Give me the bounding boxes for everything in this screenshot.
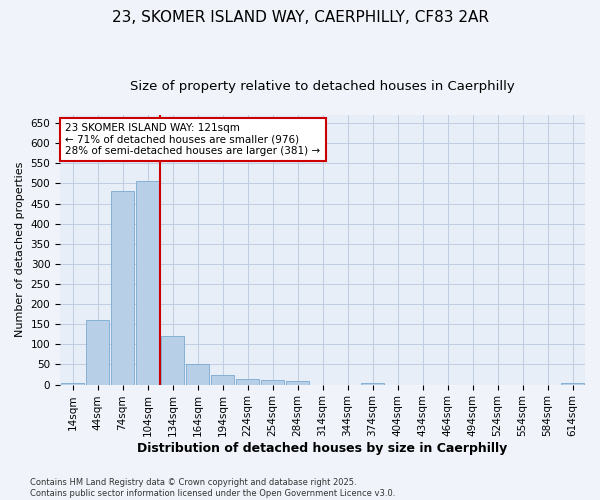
Bar [161,336,184,384]
Text: 23, SKOMER ISLAND WAY, CAERPHILLY, CF83 2AR: 23, SKOMER ISLAND WAY, CAERPHILLY, CF83 … [112,10,488,25]
Bar [286,382,309,384]
Bar [561,383,584,384]
Bar [261,380,284,384]
Y-axis label: Number of detached properties: Number of detached properties [15,162,25,338]
Title: Size of property relative to detached houses in Caerphilly: Size of property relative to detached ho… [130,80,515,93]
Bar [136,180,159,384]
Text: Contains HM Land Registry data © Crown copyright and database right 2025.
Contai: Contains HM Land Registry data © Crown c… [30,478,395,498]
Text: 23 SKOMER ISLAND WAY: 121sqm
← 71% of detached houses are smaller (976)
28% of s: 23 SKOMER ISLAND WAY: 121sqm ← 71% of de… [65,123,320,156]
Bar [211,376,234,384]
Bar [186,364,209,384]
Bar [361,383,384,384]
Bar [236,380,259,384]
Bar [111,191,134,384]
X-axis label: Distribution of detached houses by size in Caerphilly: Distribution of detached houses by size … [137,442,508,455]
Bar [86,320,109,384]
